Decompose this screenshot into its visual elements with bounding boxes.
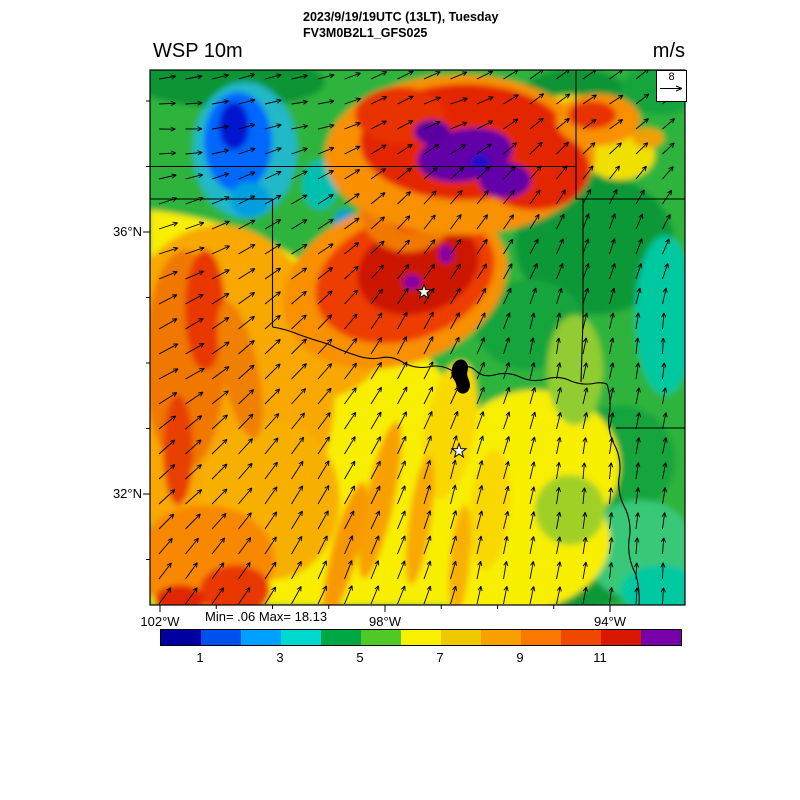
map-frame — [149, 69, 686, 606]
colorbar-tick-label: 3 — [276, 650, 284, 665]
units-label: m/s — [652, 40, 685, 62]
map-clip-group — [150, 70, 685, 605]
colorbar-segment — [401, 630, 441, 645]
colorbar-segment — [241, 630, 281, 645]
city-star-marker — [450, 441, 468, 459]
lon-axis-label: 102°W — [140, 614, 180, 629]
lat-axis-label: 32°N — [112, 486, 142, 501]
colorbar-segment — [641, 630, 681, 645]
colorbar — [160, 629, 682, 646]
lat-axis-label: 36°N — [112, 224, 142, 239]
colorbar-segment — [601, 630, 641, 645]
colorbar-segment — [281, 630, 321, 645]
colorbar-tick-label: 7 — [436, 650, 444, 665]
axis-ticks — [143, 100, 611, 612]
colorbar-segment — [161, 630, 201, 645]
lon-axis-label: 98°W — [369, 614, 401, 629]
colorbar-segment — [361, 630, 401, 645]
wind-speed-field — [150, 70, 685, 605]
reference-vector-box: 8 — [656, 70, 687, 102]
state-borders — [150, 70, 685, 605]
colorbar-segment — [521, 630, 561, 645]
colorbar-segment — [561, 630, 601, 645]
colorbar-tick-label: 1 — [196, 650, 204, 665]
valid-time-title: 2023/9/19/19UTC (13LT), Tuesday — [303, 10, 499, 24]
reference-vector-value: 8 — [668, 71, 675, 83]
colorbar-segment — [321, 630, 361, 645]
colorbar-segment — [441, 630, 481, 645]
colorbar-segment — [201, 630, 241, 645]
lon-axis-label: 94°W — [594, 614, 626, 629]
plot-titles: 2023/9/19/19UTC (13LT), Tuesday FV3M0B2L… — [303, 9, 498, 41]
colorbar-tick-label: 9 — [516, 650, 524, 665]
colorbar-tick-label: 11 — [593, 650, 607, 665]
city-star-marker — [415, 282, 433, 300]
colorbar-tick-label: 5 — [356, 650, 364, 665]
wind-vectors — [158, 70, 676, 605]
colorbar-segment — [481, 630, 521, 645]
minmax-readout: Min= .06 Max= 18.13 — [205, 609, 328, 624]
reference-vector-arrow — [660, 85, 683, 92]
variable-label: WSP 10m — [153, 40, 243, 62]
model-title: FV3M0B2L1_GFS025 — [303, 26, 428, 40]
